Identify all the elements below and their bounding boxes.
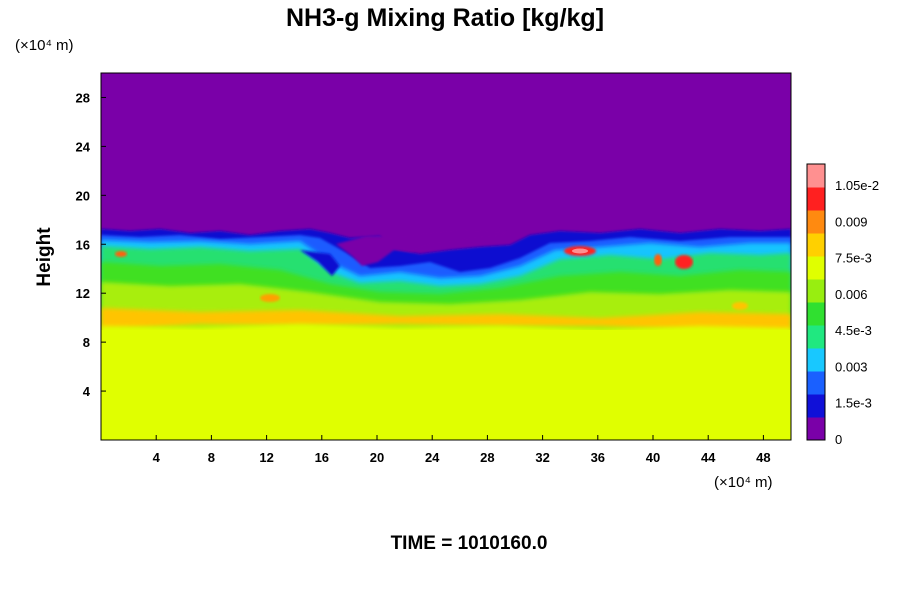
y-tick-label: 16 [76,237,90,252]
heatmap-field [101,73,791,440]
y-tick-label: 12 [76,286,90,301]
colorbar-swatch [807,394,825,418]
colorbar-label: 0 [835,432,842,447]
y-axis-label: Height [34,227,55,287]
field-hotspot-2 [675,255,693,269]
colorbar-swatch [807,371,825,395]
field-layer-orange-stripe [101,308,791,332]
colorbar-label: 7.5e-3 [835,251,872,266]
field-lower-edge [101,324,791,340]
field-purple-intrusion-2 [300,250,340,276]
colorbar-swatch [807,417,825,441]
colorbar-swatch [807,210,825,234]
y-tick-label: 4 [83,384,91,399]
field-hotspot-5 [260,294,280,302]
y-tick-label: 24 [76,139,91,154]
colorbar-label: 1.5e-3 [835,396,872,411]
y-tick-label: 20 [76,188,90,203]
colorbar-swatch [807,302,825,326]
field-hotspot-6 [732,302,748,310]
field-lower-uniform [101,330,791,440]
y-axis-unit: (×10⁴ m) [15,37,74,54]
x-tick-label: 12 [259,450,273,465]
colorbar-swatch [807,256,825,280]
colorbar-swatch [807,325,825,349]
colorbar-swatch [807,279,825,303]
chart-title: NH3-g Mixing Ratio [kg/kg] [286,4,604,32]
field-hotspot-1-core [572,248,588,254]
colorbar-frame [806,163,826,441]
y-tick-label: 8 [83,335,90,350]
time-label: TIME = 1010160.0 [391,533,548,554]
colorbar-label: 0.006 [835,287,868,302]
colorbar-label: 4.5e-3 [835,323,872,338]
colorbar-swatch [807,233,825,257]
colorbar-label: 0.003 [835,359,868,374]
x-tick-label: 44 [701,450,716,465]
x-tick-label: 40 [646,450,660,465]
colorbar-label: 1.05e-2 [835,178,879,193]
y-tick-label: 28 [76,90,90,105]
plot-frame [100,72,792,441]
colorbar-swatch [807,187,825,211]
x-tick-label: 28 [480,450,494,465]
colorbar: 1.05e-2 0.009 7.5e-3 0.006 4.5e-3 0.003 1.5e-3… [806,163,879,447]
field-purple-intrusion [336,228,520,266]
x-tick-label: 16 [315,450,329,465]
x-tick-label: 4 [153,450,161,465]
field-hotspot-4 [115,251,127,257]
x-tick-label: 36 [591,450,605,465]
x-axis-unit: (×10⁴ m) [714,474,773,491]
colorbar-label: 0.009 [835,214,868,229]
x-tick-label: 48 [756,450,770,465]
field-hotspot-3 [654,254,662,266]
x-tick-label: 8 [208,450,215,465]
x-tick-label: 32 [535,450,549,465]
colorbar-swatch [807,164,825,188]
y-axis-ticks: 4 8 12 16 20 24 28 [76,90,106,399]
x-axis-ticks: 4 8 12 16 20 24 28 32 36 40 44 48 [153,435,771,465]
x-tick-label: 20 [370,450,384,465]
x-tick-label: 24 [425,450,440,465]
colorbar-swatch [807,348,825,372]
